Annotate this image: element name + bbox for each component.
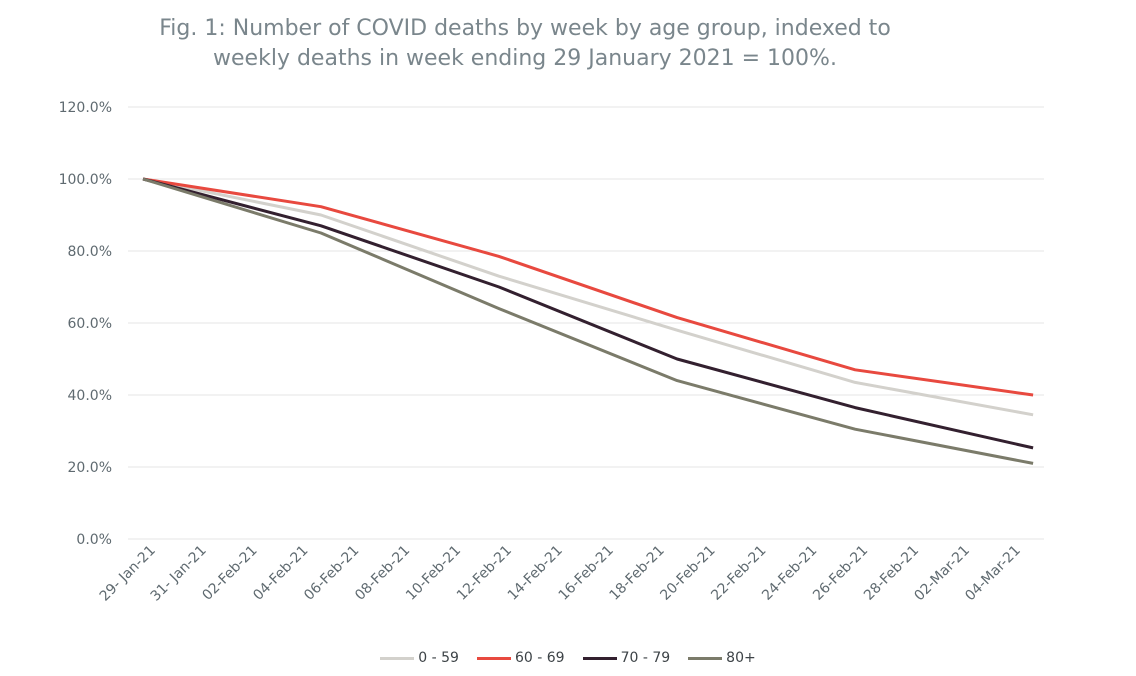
y-tick-label: 40.0% (68, 388, 112, 404)
legend: 0 - 59 60 - 69 70 - 79 80+ (0, 650, 1136, 666)
y-tick-label: 120.0% (59, 100, 112, 116)
y-tick-label: 20.0% (68, 460, 112, 476)
gridlines (128, 106, 1044, 540)
y-tick-label: 100.0% (59, 172, 112, 188)
x-tick-label: 31- Jan-21 (148, 543, 210, 605)
legend-swatch (688, 656, 723, 660)
legend-item: 70 - 79 (582, 650, 671, 666)
y-axis-ticks: 0.0% 20.0% 40.0% 60.0% 80.0% 100.0% 120.0% (59, 100, 112, 548)
legend-swatch (582, 656, 617, 660)
y-tick-label: 0.0% (76, 532, 112, 548)
series-line-60-69 (142, 177, 1034, 397)
series-lines (142, 177, 1034, 465)
chart-title-line-1: Fig. 1: Number of COVID deaths by week b… (159, 16, 891, 41)
legend-label: 70 - 79 (620, 650, 671, 666)
series-line-0-59 (142, 177, 1034, 417)
legend-item: 60 - 69 (476, 650, 565, 666)
chart-title-line-2: weekly deaths in week ending 29 January … (213, 46, 837, 71)
legend-swatch (476, 656, 511, 660)
legend-item: 80+ (688, 650, 756, 666)
legend-swatch (380, 656, 415, 660)
line-chart: 0.0% 20.0% 40.0% 60.0% 80.0% 100.0% 120.0% 29-… (59, 100, 1044, 605)
legend-item: 0 - 59 (380, 650, 459, 666)
legend-label: 80+ (726, 650, 756, 666)
series-line-80- (142, 177, 1034, 465)
series-line-70-79 (142, 177, 1034, 450)
y-tick-label: 60.0% (68, 316, 112, 332)
chart-title: Fig. 1: Number of COVID deaths by week b… (0, 14, 1050, 74)
x-tick-label: 04-Mar-21 (962, 543, 1024, 605)
legend-label: 0 - 59 (418, 650, 459, 666)
y-tick-label: 80.0% (68, 244, 112, 260)
legend-label: 60 - 69 (514, 650, 565, 666)
